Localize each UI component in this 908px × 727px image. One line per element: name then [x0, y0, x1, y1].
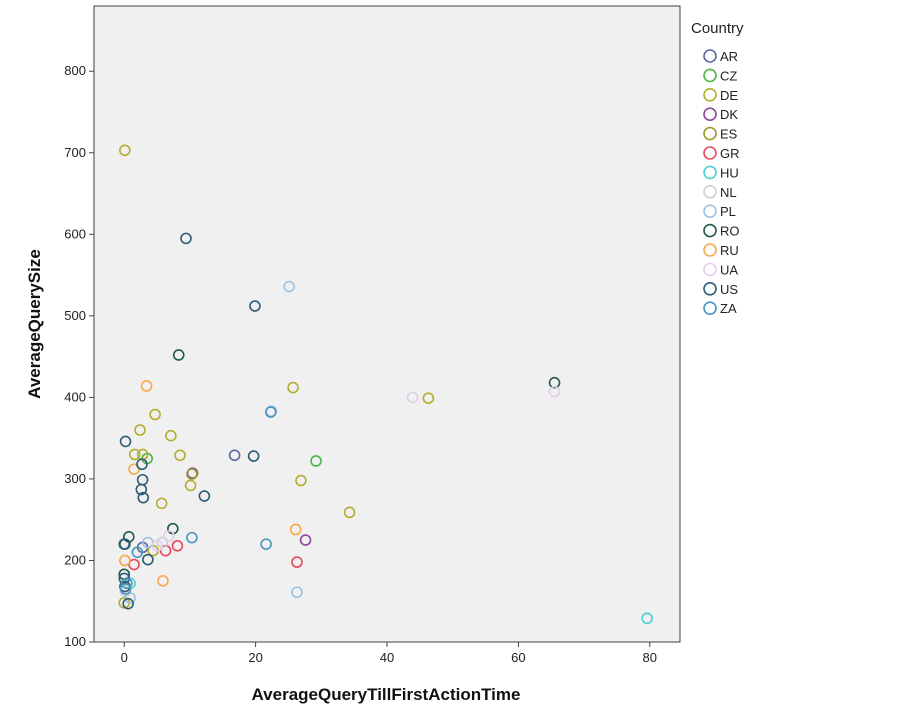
x-tick-label: 0: [121, 650, 128, 665]
data-point-us: [249, 300, 261, 312]
data-point-de: [128, 448, 141, 461]
y-tick-label: 800: [64, 63, 86, 78]
legend-label-de: DE: [720, 88, 738, 103]
legend-marker-us: [703, 281, 717, 296]
data-point-de: [287, 381, 299, 394]
y-tick-label: 400: [64, 389, 86, 404]
x-tick-label: 40: [380, 650, 394, 665]
data-point-de: [119, 144, 131, 157]
data-point-de: [165, 429, 177, 442]
data-point-de: [149, 408, 161, 421]
data-point-gr: [171, 539, 184, 552]
data-point-gr: [128, 558, 140, 571]
data-point-ru: [119, 554, 131, 567]
data-point-cz: [310, 455, 322, 467]
data-point-de: [343, 506, 356, 519]
data-point-us: [118, 538, 131, 550]
data-point-de: [184, 479, 197, 492]
legend-marker-ru: [703, 243, 717, 257]
data-point-de: [422, 392, 435, 405]
legend-marker-ro: [703, 223, 717, 238]
legend-marker-dk: [703, 107, 717, 121]
data-point-ru: [157, 575, 169, 587]
data-point-us: [247, 450, 260, 462]
legend-title: Country: [691, 20, 744, 37]
legend-marker-es: [703, 126, 717, 141]
data-point-ru: [289, 523, 302, 536]
data-point-za: [186, 531, 198, 544]
legend-marker-ar: [703, 49, 717, 63]
legend-label-nl: NL: [720, 185, 737, 200]
data-point-us: [198, 490, 211, 502]
legend-label-za: ZA: [720, 301, 737, 316]
legend-label-pl: PL: [720, 204, 736, 219]
data-point-es: [186, 468, 198, 480]
y-tick-label: 200: [64, 552, 86, 567]
legend-label-hu: HU: [720, 165, 739, 180]
y-tick-label: 500: [64, 308, 86, 323]
data-point-us: [135, 483, 148, 496]
data-point-za: [131, 546, 144, 559]
y-tick-label: 700: [64, 145, 86, 160]
legend-marker-hu: [703, 165, 717, 180]
y-tick-label: 300: [64, 471, 86, 486]
data-point-ro: [548, 376, 561, 389]
y-tick-label: 100: [64, 634, 86, 649]
legend-marker-de: [703, 88, 717, 102]
data-point-us: [180, 232, 192, 245]
y-tick-label: 600: [64, 226, 86, 241]
legend-label-ar: AR: [720, 49, 738, 64]
axes: 0 20 40 60 80 100 200 300 400 500 600 700 800: [64, 63, 657, 665]
data-point-za: [119, 583, 132, 595]
data-point-gr: [291, 556, 303, 568]
data-point-us: [137, 491, 150, 504]
data-point-de: [174, 449, 186, 462]
legend-marker-pl: [703, 204, 717, 218]
data-point-de: [155, 497, 168, 510]
legend-marker-ua: [703, 262, 717, 277]
data-point-za: [264, 406, 277, 418]
legend-label-gr: GR: [720, 146, 740, 161]
data-points: [118, 144, 653, 625]
legend-label-dk: DK: [720, 107, 738, 122]
x-tick-label: 60: [511, 650, 525, 665]
legend-label-ru: RU: [720, 243, 739, 258]
data-point-ua: [151, 539, 163, 552]
data-point-ua: [548, 385, 561, 398]
legend-marker-cz: [703, 68, 717, 83]
x-axis-title: AverageQueryTillFirstActionTime: [252, 685, 521, 704]
data-point-hu: [641, 612, 653, 625]
data-point-pl: [291, 586, 303, 599]
data-point-ua: [406, 391, 419, 404]
data-point-ru: [140, 380, 153, 392]
legend-label-ua: UA: [720, 262, 738, 277]
data-point-de: [295, 474, 307, 487]
plot-area: [93, 5, 681, 643]
data-point-ua: [163, 530, 175, 542]
legend-label-us: US: [720, 282, 738, 297]
data-point-us: [119, 435, 132, 448]
legend: Country AR CZ DE DK ES GR HU NL PL RO RU UA US ZA: [691, 20, 744, 316]
legend-marker-za: [703, 301, 717, 316]
legend-label-cz: CZ: [720, 68, 737, 83]
data-point-ar: [228, 449, 241, 462]
data-point-dk: [299, 534, 312, 546]
data-point-pl: [124, 592, 136, 604]
x-tick-label: 20: [248, 650, 262, 665]
data-point-ro: [172, 349, 185, 361]
data-point-us: [136, 458, 148, 471]
legend-label-es: ES: [720, 127, 738, 142]
data-point-us: [142, 553, 154, 566]
data-point-pl: [283, 280, 295, 293]
data-point-de: [134, 424, 146, 436]
data-point-us: [122, 597, 134, 610]
x-tick-label: 80: [643, 650, 657, 665]
legend-marker-gr: [703, 146, 717, 160]
legend-marker-nl: [703, 185, 717, 199]
legend-label-ro: RO: [720, 224, 740, 239]
y-axis-title: AverageQuerySize: [25, 249, 44, 399]
data-point-za: [121, 577, 133, 590]
data-point-za: [260, 538, 272, 550]
